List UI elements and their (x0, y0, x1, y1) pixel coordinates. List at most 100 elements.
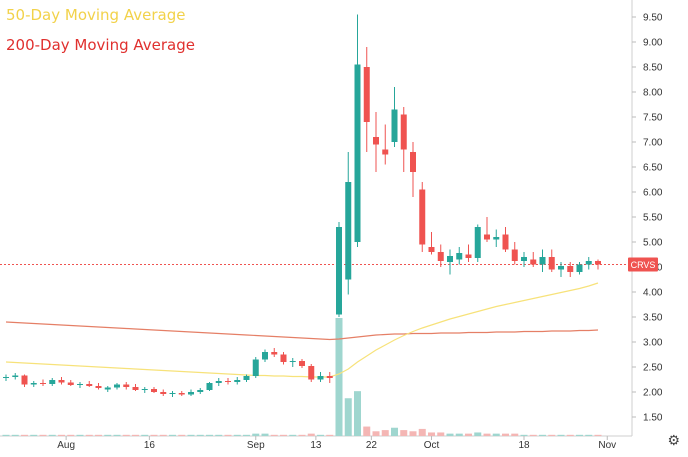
volume-bar (141, 434, 149, 436)
volume-bar (566, 434, 574, 436)
candle-body (141, 389, 148, 390)
volume-bar (261, 433, 269, 436)
volume-bar (95, 434, 102, 436)
candle-body (530, 259, 537, 265)
y-tick-label: 5.50 (643, 213, 663, 224)
candle-body (400, 114, 407, 150)
candle-body (336, 227, 342, 315)
candle-body (354, 64, 361, 242)
candle-body (548, 257, 555, 270)
volume-bar (21, 434, 28, 436)
y-tick-label: 8.50 (643, 63, 663, 74)
ticker-tag-label: CRVS (631, 260, 656, 270)
candle-body (502, 234, 509, 250)
volume-bar (132, 434, 139, 436)
volume-bar (104, 434, 112, 436)
volume-bar (354, 391, 361, 436)
volume-bar (58, 434, 65, 436)
volume-bar (169, 434, 176, 436)
candle-body (428, 247, 435, 252)
volume-bar (437, 432, 445, 436)
volume-bar (76, 434, 84, 436)
volume-bar (270, 434, 278, 436)
y-tick-label: 7.50 (643, 113, 663, 124)
volume-bar (391, 427, 398, 436)
candle-body (215, 381, 222, 383)
candle-body (419, 189, 426, 245)
volume-bar (224, 434, 232, 436)
candle-body (289, 361, 296, 362)
candle-body (104, 387, 111, 390)
candle-body (363, 67, 370, 122)
candle-body (86, 384, 93, 386)
volume-bar (492, 433, 500, 436)
ma50-line (5, 282, 599, 378)
candle-body (49, 380, 56, 384)
candle-body (521, 257, 527, 261)
y-tick-label: 9.50 (643, 13, 663, 24)
candle-body (160, 392, 167, 394)
candle-body (95, 386, 102, 388)
volume-bar (67, 434, 75, 436)
candle-body (585, 261, 592, 265)
legend-ma50-label: 50-Day Moving Average (6, 6, 186, 24)
candle-body (595, 261, 601, 265)
candle-body (511, 249, 518, 261)
candle-body (67, 382, 74, 385)
volume-bar (215, 434, 223, 436)
volume-bar (187, 434, 195, 436)
volume-bar (400, 430, 408, 436)
candle-body (558, 266, 564, 270)
candle-body (447, 256, 453, 262)
candle-body (169, 393, 176, 394)
y-tick-label: 3.00 (643, 338, 663, 349)
candle-body (456, 253, 463, 260)
y-tick-label: 2.50 (643, 363, 663, 374)
x-tick-label: 16 (144, 440, 156, 451)
volume-bar (363, 426, 371, 436)
settings-gear-icon[interactable]: ⚙ (667, 432, 680, 448)
candle-body (391, 109, 398, 142)
volume-bar (298, 434, 306, 436)
volume-bar (455, 433, 463, 436)
volume-bar (317, 434, 324, 436)
volume-bar (594, 434, 602, 436)
volume-bar (252, 433, 260, 436)
candle-body (77, 384, 83, 385)
candle-body (484, 234, 490, 240)
candle-body (308, 366, 315, 380)
volume-bar (11, 434, 19, 436)
volume-bar (344, 398, 352, 436)
volume-bar (243, 434, 250, 436)
volume-bar (418, 428, 426, 436)
volume-bar (196, 434, 204, 436)
legend-ma200-label: 200-Day Moving Average (6, 36, 195, 54)
y-tick-label: 8.00 (643, 88, 663, 99)
candle-body (40, 383, 46, 384)
candle-body (178, 393, 185, 395)
x-tick-label: 18 (518, 440, 530, 451)
candle-body (151, 389, 157, 392)
volume-bar (2, 434, 10, 436)
x-tick-label: 13 (310, 440, 322, 451)
candle-body (262, 352, 268, 360)
volume-bar (85, 434, 93, 436)
volume-bar (465, 433, 472, 436)
y-tick-label: 6.50 (643, 163, 663, 174)
volume-bar (474, 432, 482, 436)
volume-bar (113, 434, 121, 436)
candle-body (188, 392, 194, 395)
y-tick-label: 2.00 (643, 388, 663, 399)
volume-bar (557, 434, 565, 436)
volume-bar (206, 434, 213, 436)
candle-body (410, 152, 416, 172)
volume-bar (335, 318, 343, 436)
y-tick-label: 9.00 (643, 38, 663, 49)
volume-bar (511, 433, 519, 436)
candle-body (280, 354, 287, 362)
y-tick-label: 5.00 (643, 238, 663, 249)
candle-body (252, 359, 259, 376)
candle-body (373, 137, 379, 145)
